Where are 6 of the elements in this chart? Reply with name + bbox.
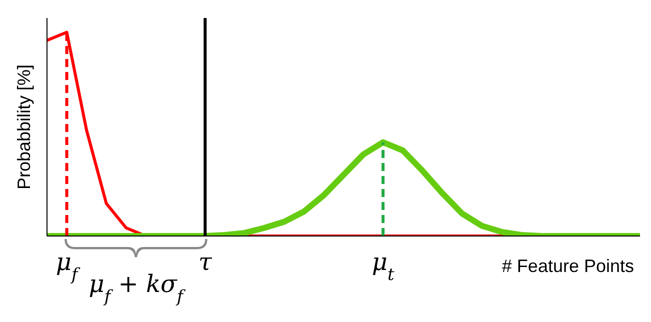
x-tick-label: μ$_{t}$ [372,248,394,284]
x-axis-title: # Feature Points [502,256,634,276]
text: μ$_{f}$ + kσ$_{f}$ [88,270,186,306]
y-axis-title: Probabbility [%] [14,64,34,190]
x-tick-label: τ [198,248,212,276]
x-tick-label: μ$_{f}$ [56,248,80,284]
